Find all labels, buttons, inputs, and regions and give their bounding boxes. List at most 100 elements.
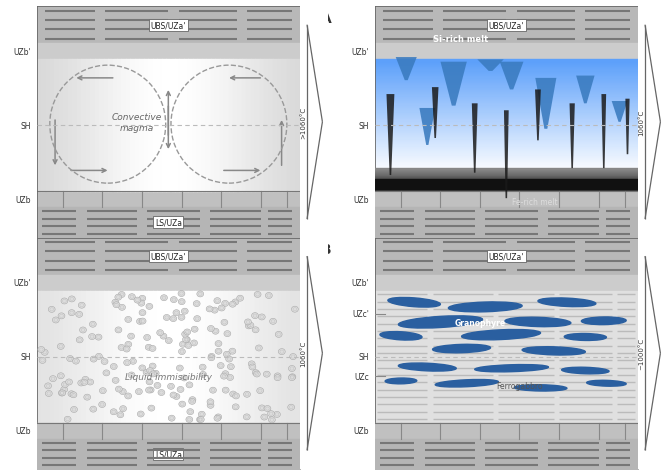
Circle shape	[145, 345, 152, 350]
Text: UZb': UZb'	[352, 48, 370, 57]
Circle shape	[67, 356, 73, 362]
Ellipse shape	[505, 317, 571, 327]
Polygon shape	[500, 62, 523, 90]
Circle shape	[256, 388, 264, 394]
Circle shape	[71, 407, 77, 413]
Circle shape	[170, 316, 176, 322]
Circle shape	[214, 298, 220, 304]
Text: UZb': UZb'	[352, 278, 370, 288]
Ellipse shape	[388, 298, 440, 307]
Circle shape	[191, 327, 198, 333]
Circle shape	[224, 331, 231, 337]
Circle shape	[81, 379, 88, 386]
Circle shape	[125, 317, 132, 323]
Circle shape	[222, 387, 229, 393]
Circle shape	[288, 375, 295, 381]
Circle shape	[95, 335, 102, 340]
Polygon shape	[535, 79, 556, 129]
Circle shape	[226, 357, 232, 362]
Circle shape	[112, 377, 119, 384]
Circle shape	[252, 313, 258, 319]
Circle shape	[45, 383, 51, 389]
Circle shape	[178, 291, 185, 297]
Circle shape	[170, 297, 177, 303]
Polygon shape	[535, 90, 541, 141]
Ellipse shape	[385, 378, 417, 384]
Ellipse shape	[581, 317, 626, 325]
Circle shape	[118, 345, 125, 351]
Ellipse shape	[448, 302, 522, 312]
Text: SH: SH	[21, 352, 31, 361]
Circle shape	[211, 307, 218, 314]
Text: LS/UZa: LS/UZa	[493, 449, 520, 458]
Circle shape	[120, 406, 127, 412]
Circle shape	[57, 373, 65, 379]
Circle shape	[222, 301, 228, 307]
Circle shape	[73, 358, 79, 364]
Circle shape	[61, 387, 67, 393]
Circle shape	[217, 363, 224, 369]
Circle shape	[146, 379, 153, 385]
Text: A: A	[321, 12, 332, 26]
Circle shape	[84, 394, 91, 400]
Text: 1060°C: 1060°C	[638, 109, 644, 136]
Circle shape	[76, 312, 83, 317]
Circle shape	[147, 387, 154, 393]
Circle shape	[249, 364, 256, 370]
Text: SH: SH	[359, 121, 370, 130]
Circle shape	[258, 405, 265, 411]
Circle shape	[78, 380, 85, 386]
Circle shape	[178, 349, 185, 355]
Circle shape	[228, 364, 234, 370]
Text: UZb': UZb'	[14, 278, 31, 288]
Circle shape	[252, 370, 259, 376]
Circle shape	[90, 407, 97, 412]
Circle shape	[129, 294, 135, 300]
Circle shape	[124, 360, 131, 366]
Circle shape	[163, 315, 170, 321]
Polygon shape	[420, 109, 435, 146]
Polygon shape	[478, 60, 503, 72]
Circle shape	[64, 416, 71, 422]
Circle shape	[185, 343, 192, 349]
Polygon shape	[611, 102, 627, 123]
Ellipse shape	[587, 380, 626, 387]
Ellipse shape	[398, 316, 483, 328]
Circle shape	[207, 399, 214, 405]
Circle shape	[232, 393, 240, 399]
Circle shape	[147, 368, 153, 374]
Circle shape	[150, 371, 157, 377]
Circle shape	[220, 373, 227, 379]
Text: UZb: UZb	[16, 426, 31, 435]
Circle shape	[194, 316, 200, 322]
Circle shape	[61, 298, 68, 304]
Circle shape	[208, 354, 215, 360]
Text: LS/UZa: LS/UZa	[155, 449, 182, 458]
Circle shape	[274, 373, 281, 379]
Circle shape	[130, 358, 137, 365]
Circle shape	[188, 398, 196, 405]
Circle shape	[87, 379, 94, 385]
Circle shape	[206, 306, 213, 312]
Circle shape	[229, 302, 236, 307]
Text: ~1000°C: ~1000°C	[638, 337, 644, 369]
Circle shape	[210, 387, 216, 393]
Circle shape	[58, 313, 65, 319]
Text: Liquid immiscibility: Liquid immiscibility	[125, 372, 212, 381]
Circle shape	[137, 319, 143, 325]
Text: B: B	[321, 243, 332, 257]
Ellipse shape	[475, 365, 548, 372]
Circle shape	[95, 354, 103, 359]
Circle shape	[278, 349, 285, 355]
Circle shape	[119, 292, 125, 298]
Circle shape	[49, 307, 55, 313]
Circle shape	[244, 319, 251, 325]
Circle shape	[138, 300, 145, 307]
Circle shape	[256, 345, 262, 351]
Ellipse shape	[380, 332, 422, 340]
Circle shape	[182, 331, 188, 337]
Text: UZb': UZb'	[14, 48, 31, 57]
Text: LS/UZa: LS/UZa	[155, 218, 182, 228]
Circle shape	[160, 333, 167, 339]
Circle shape	[39, 357, 46, 364]
